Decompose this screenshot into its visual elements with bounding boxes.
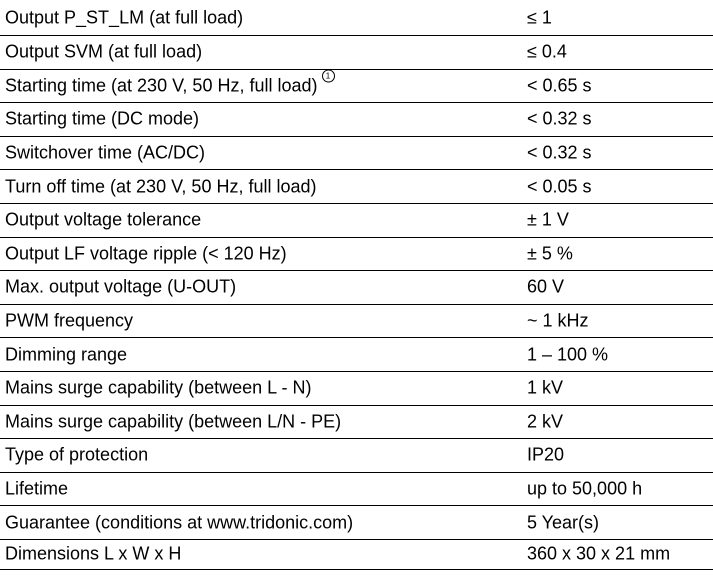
spec-value: < 0.05 s xyxy=(527,176,592,197)
spec-row: Output voltage tolerance ± 1 V xyxy=(0,204,713,238)
spec-label: Output P_ST_LM (at full load) xyxy=(5,7,244,27)
spec-row: Guarantee (conditions at www.tridonic.co… xyxy=(0,506,713,540)
spec-value: up to 50,000 h xyxy=(527,478,643,499)
spec-value: 60 V xyxy=(527,276,565,297)
spec-row: Output LF voltage ripple (< 120 Hz) ± 5 … xyxy=(0,238,713,272)
spec-label: Type of protection xyxy=(5,444,149,465)
spec-value: < 0.32 s xyxy=(527,108,592,129)
spec-label: Output SVM (at full load) xyxy=(5,41,203,62)
spec-value: ± 1 V xyxy=(527,209,569,230)
spec-row: Output SVM (at full load) ≤ 0.4 xyxy=(0,36,713,70)
spec-label: Max. output voltage (U-OUT) xyxy=(5,276,237,297)
spec-row: Output P_ST_LM (at full load) ≤ 1 xyxy=(0,0,713,36)
spec-label: Mains surge capability (between L/N - PE… xyxy=(5,411,342,432)
spec-value: ~ 1 kHz xyxy=(527,310,589,331)
spec-row: Starting time (DC mode) < 0.32 s xyxy=(0,103,713,137)
spec-row: Switchover time (AC/DC) < 0.32 s xyxy=(0,137,713,171)
spec-row: Mains surge capability (between L - N) 1… xyxy=(0,372,713,406)
spec-row: Turn off time (at 230 V, 50 Hz, full loa… xyxy=(0,170,713,204)
spec-row: Mains surge capability (between L/N - PE… xyxy=(0,406,713,440)
spec-row: Starting time (at 230 V, 50 Hz, full loa… xyxy=(0,69,713,104)
spec-value: IP20 xyxy=(527,444,565,465)
spec-row: PWM frequency ~ 1 kHz xyxy=(0,305,713,339)
spec-label: Starting time (DC mode) xyxy=(5,108,200,129)
spec-label: Turn off time (at 230 V, 50 Hz, full loa… xyxy=(5,176,317,197)
spec-label: Dimming range xyxy=(5,344,128,365)
spec-value: ≤ 0.4 xyxy=(527,41,567,62)
spec-label: PWM frequency xyxy=(5,310,134,331)
spec-row: Dimensions L x W x H 360 x 30 x 21 mm xyxy=(0,540,713,570)
spec-value: 1 – 100 % xyxy=(527,344,609,365)
spec-value: 360 x 30 x 21 mm xyxy=(527,543,671,564)
spec-value: ± 5 % xyxy=(527,243,573,264)
spec-row: Type of protection IP20 xyxy=(0,439,713,473)
spec-row: Lifetime up to 50,000 h xyxy=(0,473,713,507)
spec-value: 1 kV xyxy=(527,377,564,398)
spec-value: 5 Year(s) xyxy=(527,512,600,533)
spec-label-with-footnote: Starting time (at 230 V, 50 Hz, full loa… xyxy=(5,69,335,96)
spec-label: Mains surge capability (between L - N) xyxy=(5,377,312,398)
spec-row: Max. output voltage (U-OUT) 60 V xyxy=(0,271,713,305)
spec-label: Guarantee (conditions at www.tridonic.co… xyxy=(5,512,354,533)
spec-label: Dimensions L x W x H xyxy=(5,543,182,564)
spec-label: Output LF voltage ripple (< 120 Hz) xyxy=(5,243,287,264)
spec-label: Lifetime xyxy=(5,478,69,499)
spec-label: Output voltage tolerance xyxy=(5,209,202,230)
spec-row: Dimming range 1 – 100 % xyxy=(0,338,713,372)
footnote-marker: 1 xyxy=(321,69,335,83)
spec-label-text: Starting time (at 230 V, 50 Hz, full loa… xyxy=(5,75,318,96)
spec-value: 2 kV xyxy=(527,411,564,432)
spec-label: Switchover time (AC/DC) xyxy=(5,142,206,163)
spec-value: < 0.32 s xyxy=(527,142,592,163)
spec-value: ≤ 1 xyxy=(527,7,552,27)
spec-value: < 0.65 s xyxy=(527,75,592,96)
